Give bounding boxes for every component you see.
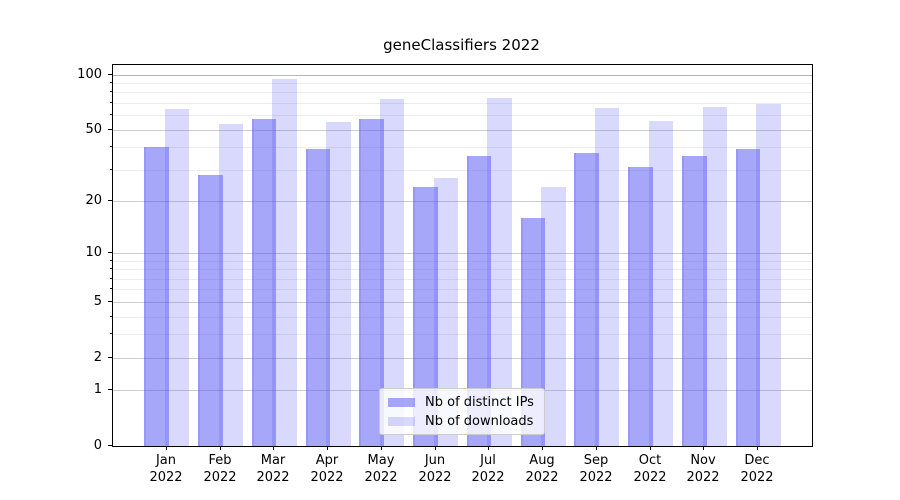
x-axis-tick (381, 446, 382, 450)
y-axis-tick (108, 301, 112, 302)
x-tick-label: Aug 2022 (525, 453, 559, 485)
x-tick-label: May 2022 (364, 453, 398, 485)
y-axis-minor-tick (110, 288, 112, 289)
gridline-major (113, 75, 812, 76)
y-axis-minor-tick (110, 260, 112, 261)
legend-item-downloads: Nb of downloads (388, 414, 536, 429)
bar-downloads-jan (164, 109, 190, 446)
x-axis-tick (327, 446, 328, 450)
plot-area: Nb of distinct IPs Nb of downloads (112, 64, 813, 447)
y-axis-minor-tick (110, 333, 112, 334)
bar-downloads-feb (218, 123, 243, 446)
x-axis-tick (596, 446, 597, 450)
bar-distinct-ips-mar (251, 119, 277, 446)
bar-distinct-ips-feb (198, 175, 223, 446)
legend: Nb of distinct IPs Nb of downloads (379, 388, 545, 435)
x-tick-label: Mar 2022 (256, 453, 290, 485)
bar-downloads-dec (756, 104, 781, 446)
legend-item-distinct-ips: Nb of distinct IPs (388, 395, 536, 410)
bar-downloads-jul (487, 97, 512, 446)
x-axis-tick (542, 446, 543, 450)
chart-title: geneClassifiers 2022 (383, 36, 540, 54)
gridline-major (113, 130, 812, 131)
x-axis-tick (435, 446, 436, 450)
x-axis-tick (220, 446, 221, 450)
x-tick-label: Apr 2022 (310, 453, 344, 485)
y-axis-minor-tick (110, 82, 112, 83)
y-axis-tick (108, 74, 112, 75)
x-tick-label: Feb 2022 (203, 453, 237, 485)
y-axis-minor-tick (110, 268, 112, 269)
y-tick-label: 20 (85, 193, 102, 208)
y-axis-tick (108, 445, 112, 446)
bar-downloads-oct (648, 120, 674, 446)
y-axis-minor-tick (110, 316, 112, 317)
gridline-minor (113, 92, 812, 93)
x-tick-label: Jul 2022 (471, 453, 505, 485)
gridline-minor (113, 103, 812, 104)
y-tick-label: 10 (85, 245, 102, 260)
bar-distinct-ips-jan (144, 147, 169, 446)
gridline-major (113, 302, 812, 303)
bar-distinct-ips-oct (628, 167, 653, 446)
legend-swatch-downloads (388, 416, 415, 426)
bar-downloads-aug (541, 187, 566, 446)
bar-distinct-ips-dec (735, 149, 761, 446)
x-tick-label: Nov 2022 (686, 453, 720, 485)
bar-distinct-ips-sep (574, 153, 599, 446)
bar-downloads-mar (272, 78, 297, 446)
y-tick-label: 0 (93, 438, 102, 453)
gridline-minor (113, 279, 812, 280)
legend-swatch-distinct-ips (388, 397, 415, 407)
x-tick-label: Dec 2022 (740, 453, 774, 485)
gridline-major (113, 201, 812, 202)
bar-downloads-sep (594, 107, 620, 446)
y-axis-minor-tick (110, 169, 112, 170)
y-tick-label: 5 (93, 294, 102, 309)
x-tick-label: Oct 2022 (633, 453, 667, 485)
y-axis-minor-tick (110, 278, 112, 279)
x-axis-tick (757, 446, 758, 450)
y-tick-label: 2 (93, 350, 102, 365)
x-axis-tick (273, 446, 274, 450)
bar-downloads-apr (326, 122, 351, 446)
y-axis-tick (108, 389, 112, 390)
x-tick-label: Sep 2022 (579, 453, 613, 485)
x-tick-label: Jan 2022 (149, 453, 183, 485)
x-axis-tick (488, 446, 489, 450)
legend-label-downloads: Nb of downloads (425, 413, 534, 429)
y-axis-minor-tick (110, 102, 112, 103)
bar-distinct-ips-nov (682, 155, 707, 446)
gridline-minor (113, 334, 812, 335)
legend-label-distinct-ips: Nb of distinct IPs (425, 394, 534, 410)
gridline-major (113, 358, 812, 359)
x-axis-tick (650, 446, 651, 450)
y-tick-label: 50 (85, 122, 102, 137)
gridline-minor (113, 261, 812, 262)
y-axis-tick (108, 252, 112, 253)
x-axis-tick (166, 446, 167, 450)
gridline-minor (113, 147, 812, 148)
gridline-minor (113, 289, 812, 290)
y-axis-minor-tick (110, 91, 112, 92)
x-axis-tick (703, 446, 704, 450)
y-axis-tick (108, 357, 112, 358)
y-axis-tick (108, 129, 112, 130)
gridline-minor (113, 317, 812, 318)
x-tick-label: Jun 2022 (418, 453, 452, 485)
gridline-minor (113, 83, 812, 84)
bar-distinct-ips-apr (305, 149, 331, 446)
bar-downloads-nov (702, 106, 727, 446)
gridline-major (113, 253, 812, 254)
y-axis-minor-tick (110, 146, 112, 147)
gridline-minor (113, 115, 812, 116)
y-tick-label: 100 (77, 67, 102, 82)
y-axis-tick (108, 200, 112, 201)
y-tick-label: 1 (93, 382, 102, 397)
gridline-minor (113, 269, 812, 270)
y-axis-minor-tick (110, 114, 112, 115)
gridline-minor (113, 170, 812, 171)
